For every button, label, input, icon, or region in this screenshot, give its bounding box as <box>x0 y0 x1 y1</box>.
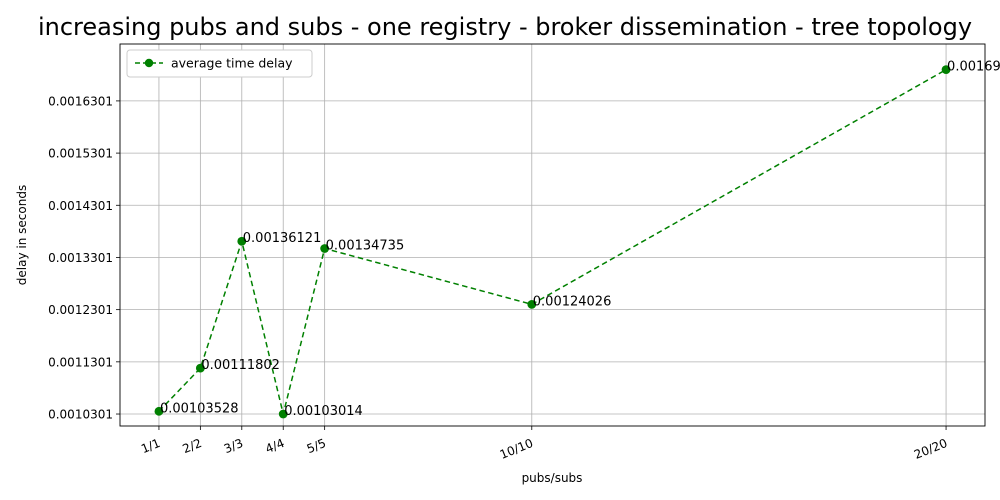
chart-title: increasing pubs and subs - one registry … <box>38 13 972 41</box>
series-average-time-delay <box>154 65 951 419</box>
y-tick-label: 0.0015301 <box>48 147 113 161</box>
data-label: 0.00169 <box>947 60 1000 75</box>
data-labels: 0.00103528 0.00111802 0.00136121 0.00103014… <box>160 60 1000 419</box>
plot-frame <box>119 43 986 427</box>
tick-labels: 1/1 2/2 3/3 4/4 5/5 10/10 20/20 0.0010301 0.0011… <box>48 94 949 461</box>
x-tick-label: 10/10 <box>498 436 535 462</box>
data-label: 0.00111802 <box>201 358 280 373</box>
x-tick-label: 3/3 <box>222 436 245 456</box>
data-point <box>195 363 205 373</box>
data-label: 0.00103528 <box>160 401 239 416</box>
data-point <box>320 244 330 253</box>
legend-entry: average time delay <box>171 56 293 71</box>
y-tick-label: 0.0010301 <box>48 408 113 422</box>
data-label: 0.00124026 <box>533 294 612 309</box>
x-tick-label: 5/5 <box>305 436 328 456</box>
y-tick-label: 0.0016301 <box>48 94 113 108</box>
x-tick-label: 2/2 <box>181 436 204 456</box>
data-point <box>154 406 164 416</box>
data-label: 0.00103014 <box>284 404 363 419</box>
data-point <box>237 236 247 246</box>
data-point <box>278 409 288 419</box>
x-tick-label: 20/20 <box>912 436 949 462</box>
data-label: 0.00134735 <box>326 238 405 253</box>
legend-marker <box>144 58 154 68</box>
y-tick-label: 0.0013301 <box>48 251 113 265</box>
data-point <box>941 65 951 75</box>
y-tick-label: 0.0012301 <box>48 303 113 317</box>
legend: average time delay <box>126 49 313 78</box>
axes <box>116 43 986 430</box>
x-tick-label: 4/4 <box>263 436 286 456</box>
data-label: 0.00136121 <box>243 231 322 246</box>
x-axis-label: pubs/subs <box>522 471 583 485</box>
data-point <box>527 299 537 309</box>
legend-box <box>126 49 313 78</box>
x-tick-label: 1/1 <box>139 436 162 456</box>
y-tick-label: 0.0014301 <box>48 199 113 213</box>
grid <box>120 44 985 426</box>
y-tick-label: 0.0011301 <box>48 355 113 369</box>
y-axis-label: delay in seconds <box>15 185 29 285</box>
